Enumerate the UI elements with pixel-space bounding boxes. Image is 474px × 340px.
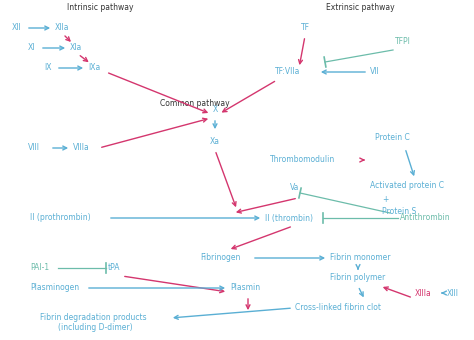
Text: Va: Va [290,184,300,192]
Text: VIIIa: VIIIa [73,143,90,153]
Text: Fibrin monomer: Fibrin monomer [330,254,391,262]
Text: Cross-linked fibrin clot: Cross-linked fibrin clot [295,304,381,312]
Text: XII: XII [12,23,22,33]
Text: Fibrin degradation products: Fibrin degradation products [40,313,146,323]
Text: TF: TF [301,23,310,33]
Text: Common pathway: Common pathway [160,99,230,107]
Text: II (prothrombin): II (prothrombin) [30,214,91,222]
Text: II (thrombin): II (thrombin) [265,214,313,222]
Text: Fibrin polymer: Fibrin polymer [330,273,385,283]
Text: Xa: Xa [210,137,220,147]
Text: Plasmin: Plasmin [230,284,260,292]
Text: XI: XI [28,44,36,52]
Text: tPA: tPA [108,264,120,272]
Text: TF:VIIa: TF:VIIa [275,68,301,76]
Text: Plasminogen: Plasminogen [30,284,79,292]
Text: XIII: XIII [447,289,459,298]
Text: XIa: XIa [70,44,82,52]
Text: (including D-dimer): (including D-dimer) [58,323,133,333]
Text: Extrinsic pathway: Extrinsic pathway [326,3,394,13]
Text: VII: VII [370,68,380,76]
Text: Protein S: Protein S [382,206,416,216]
Text: Fibrinogen: Fibrinogen [200,254,240,262]
Text: +: + [382,194,388,204]
Text: TFPI: TFPI [395,37,411,47]
Text: Protein C: Protein C [375,134,410,142]
Text: PAI-1: PAI-1 [30,264,49,272]
Text: VIII: VIII [28,143,40,153]
Text: Intrinsic pathway: Intrinsic pathway [67,3,133,13]
Text: IX: IX [44,64,52,72]
Text: Activated protein C: Activated protein C [370,181,444,189]
Text: Antithrombin: Antithrombin [400,214,451,222]
Text: XIIa: XIIa [55,23,70,33]
Text: Thrombomodulin: Thrombomodulin [270,155,335,165]
Text: IXa: IXa [88,64,100,72]
Text: XIIIa: XIIIa [415,289,432,298]
Text: X: X [212,105,218,115]
